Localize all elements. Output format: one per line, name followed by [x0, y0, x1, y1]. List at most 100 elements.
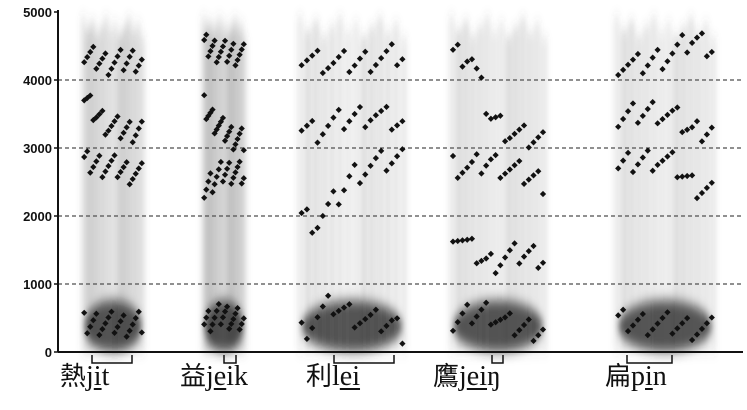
spectrogram-column: [81, 16, 145, 353]
formant-point-F3: [644, 105, 651, 113]
formant-point-F1: [309, 324, 316, 332]
formant-point-F2: [224, 165, 231, 172]
romanization-part: ŋ: [487, 361, 501, 392]
segment-bracket: [626, 355, 673, 364]
formant-point-F4: [209, 42, 216, 49]
formant-point-F2: [93, 158, 100, 165]
formant-point-F4: [201, 36, 208, 44]
formant-point-F3: [226, 128, 233, 135]
formant-point-F4: [84, 53, 91, 61]
formant-point-F2: [102, 168, 109, 175]
formant-point-F1: [367, 311, 374, 318]
formant-point-F4: [238, 46, 245, 53]
formant-point-F3: [221, 137, 229, 144]
formant-point-F1: [634, 316, 642, 323]
formant-point-F2: [138, 160, 145, 167]
formant-point-F1: [497, 316, 504, 323]
segment-bracket: [91, 355, 133, 364]
y-tick-label: 4000: [23, 73, 52, 88]
segment-bracket: [223, 355, 237, 364]
formant-point-F4: [228, 46, 235, 53]
formant-point-F1: [487, 321, 495, 328]
formant-point-F4: [123, 60, 130, 67]
formant-point-F2: [114, 174, 121, 181]
spectrogram-column: [298, 16, 406, 353]
romanization-underlined: i: [645, 361, 653, 392]
formant-point-F1: [378, 328, 385, 335]
formant-point-F3: [111, 118, 118, 125]
formant-point-F2: [501, 254, 509, 261]
formant-point-F2: [120, 164, 127, 171]
formant-point-F1: [624, 328, 632, 335]
formant-point-F1: [639, 310, 646, 318]
segment-label: 鷹jeiŋ: [433, 361, 501, 393]
formant-point-F2: [492, 269, 499, 277]
formant-point-F2: [539, 259, 547, 266]
gridlines: [58, 79, 743, 285]
y-tick-label: 2000: [23, 209, 52, 224]
y-tick-label: 0: [45, 345, 52, 360]
formant-point-F3: [126, 118, 133, 126]
y-tick-label: 3000: [23, 141, 52, 156]
romanization-part: j: [206, 361, 214, 392]
formant-point-F2: [99, 173, 106, 181]
formant-point-F4: [105, 71, 112, 79]
formant-point-F3: [664, 111, 671, 119]
formant-point-F3: [224, 133, 231, 140]
formant-point-F4: [236, 51, 243, 58]
formant-point-F3: [240, 147, 247, 154]
formant-point-F2: [203, 186, 210, 193]
formant-point-F2: [497, 262, 504, 269]
formant-point-F4: [221, 37, 229, 44]
formant-point-F3: [228, 123, 235, 131]
formant-point-F1: [492, 319, 499, 326]
romanization-underlined: ei: [466, 361, 488, 392]
formant-point-F3: [478, 170, 485, 177]
formant-point-F1: [207, 328, 214, 335]
formant-point-F2: [84, 148, 91, 155]
formant-point-F2: [234, 163, 241, 171]
formant-point-F4: [664, 58, 671, 65]
formant-point-F1: [356, 320, 364, 327]
formant-point-F3: [99, 107, 106, 115]
formant-point-F1: [362, 315, 369, 323]
formant-point-F3: [492, 151, 499, 159]
formant-point-F2: [240, 175, 247, 182]
formant-point-F1: [473, 313, 480, 320]
formant-point-F1: [679, 320, 686, 327]
formant-point-F3: [87, 92, 94, 99]
formant-point-F3: [132, 132, 139, 139]
y-tick-label: 1000: [23, 277, 52, 292]
segment-label: 益jeik: [180, 361, 248, 393]
formant-point-F4: [203, 31, 210, 38]
low-energy-blob: [301, 300, 403, 353]
formant-point-F4: [684, 49, 691, 56]
romanization-underlined: e: [213, 361, 227, 392]
segment-bracket: [333, 355, 395, 364]
romanization-underlined: ei: [339, 361, 361, 392]
formant-point-F3: [624, 108, 632, 115]
formant-point-F1: [459, 310, 466, 317]
formant-point-F3: [298, 127, 305, 134]
formant-point-F4: [90, 43, 97, 50]
segment-label: 熱jit: [60, 362, 109, 393]
formant-point-F1: [615, 312, 622, 319]
formant-point-F3: [102, 131, 109, 138]
plot-frame: [57, 10, 743, 353]
formant-point-F3: [129, 139, 136, 146]
formant-point-F1: [399, 340, 406, 347]
formant-point-F1: [335, 307, 342, 315]
formant-point-F3: [135, 125, 142, 132]
formant-point-F2: [201, 194, 208, 201]
formant-point-F2: [483, 255, 490, 262]
romanization-part: j: [459, 361, 467, 392]
formant-point-F2: [520, 253, 528, 260]
formant-point-F1: [506, 310, 513, 317]
formant-point-F3: [234, 135, 241, 143]
formant-point-F4: [226, 52, 233, 59]
formant-point-F1: [219, 314, 227, 321]
formant-point-F4: [120, 67, 127, 74]
formant-point-F2: [111, 152, 118, 159]
low-energy-blob: [453, 300, 543, 353]
